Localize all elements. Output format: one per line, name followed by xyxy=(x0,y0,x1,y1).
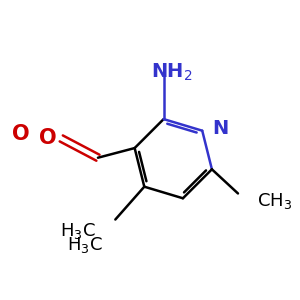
Text: N: N xyxy=(212,119,228,138)
Text: NH$_2$: NH$_2$ xyxy=(151,62,192,83)
Text: O: O xyxy=(12,124,29,144)
Text: H$_3$C: H$_3$C xyxy=(67,235,102,255)
Text: H$_3$C: H$_3$C xyxy=(60,221,96,241)
Text: CH$_3$: CH$_3$ xyxy=(257,191,292,211)
Text: O: O xyxy=(39,128,56,148)
